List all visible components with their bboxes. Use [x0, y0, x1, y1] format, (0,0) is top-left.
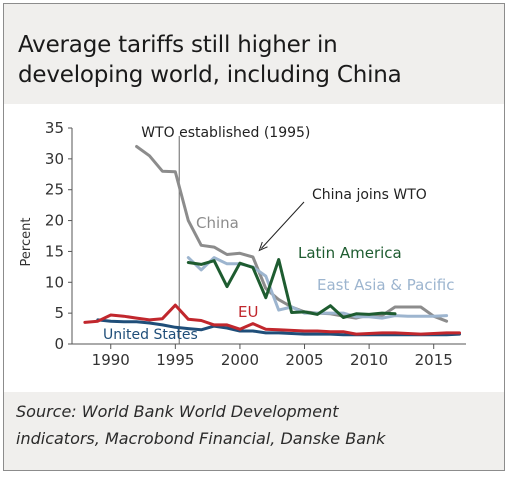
- x-tick-label: 2015: [415, 351, 453, 369]
- china-wto-arrowhead: [258, 241, 268, 252]
- y-tick-label: 5: [54, 304, 64, 322]
- x-tick-label: 2010: [350, 351, 388, 369]
- series-label-latin-america: Latin America: [298, 244, 402, 262]
- y-axis-label: Percent: [19, 218, 34, 267]
- x-tick-label: 2000: [221, 351, 259, 369]
- series-label-eu: EU: [238, 303, 258, 321]
- y-tick-label: 25: [45, 181, 64, 199]
- x-tick-label: 1995: [156, 351, 194, 369]
- chart-title-line-1: Average tariffs still higher in: [18, 32, 338, 58]
- series-line-united-states: [96, 318, 461, 337]
- source-box: Source: World Bank World Development ind…: [4, 392, 504, 470]
- x-tick-label: 1990: [92, 351, 130, 369]
- series-label-china: China: [196, 214, 239, 232]
- china-wto-arrow: [260, 201, 305, 249]
- series-label-east-asia-pacific: East Asia & Pacific: [317, 276, 454, 294]
- y-tick-label: 10: [45, 273, 64, 291]
- series-line-eu: [83, 303, 461, 336]
- series-line-latin-america: [186, 258, 397, 319]
- axes: 0 5 10 15 20 25 30 35 1990 1995 2000 2005 2010 2015 Pe…: [19, 119, 466, 369]
- wto-annotation: WTO established (1995): [141, 125, 310, 141]
- source-note: Source: World Bank World Development ind…: [16, 398, 494, 452]
- x-tick-label: 2005: [285, 351, 323, 369]
- title-box: Average tariffs still higher in developi…: [4, 4, 504, 104]
- chart-title: Average tariffs still higher in developi…: [18, 30, 402, 90]
- chart-title-line-2: developing world, including China: [18, 62, 402, 88]
- series-layer: [83, 136, 461, 344]
- source-line-1: Source: World Bank World Development: [16, 402, 339, 421]
- line-chart: 0 5 10 15 20 25 30 35 1990 1995 2000 2005 2010 2015 Pe…: [19, 119, 466, 369]
- y-tick-label: 35: [45, 119, 64, 137]
- series-line-china: [135, 145, 449, 323]
- annotation-layer: WTO established (1995) China joins WTO: [141, 125, 427, 252]
- source-line-2: indicators, Macrobond Financial, Danske …: [16, 429, 386, 448]
- series-label-united-states: United States: [103, 327, 198, 343]
- y-tick-label: 20: [45, 212, 64, 230]
- chart-card: Average tariffs still higher in developi…: [3, 3, 505, 471]
- china-wto-annotation: China joins WTO: [312, 187, 427, 203]
- series-label-layer: China Latin America East Asia & Pacific EU U…: [103, 214, 454, 343]
- y-tick-label: 30: [45, 150, 64, 168]
- y-tick-label: 15: [45, 242, 64, 260]
- y-tick-label: 0: [54, 335, 64, 353]
